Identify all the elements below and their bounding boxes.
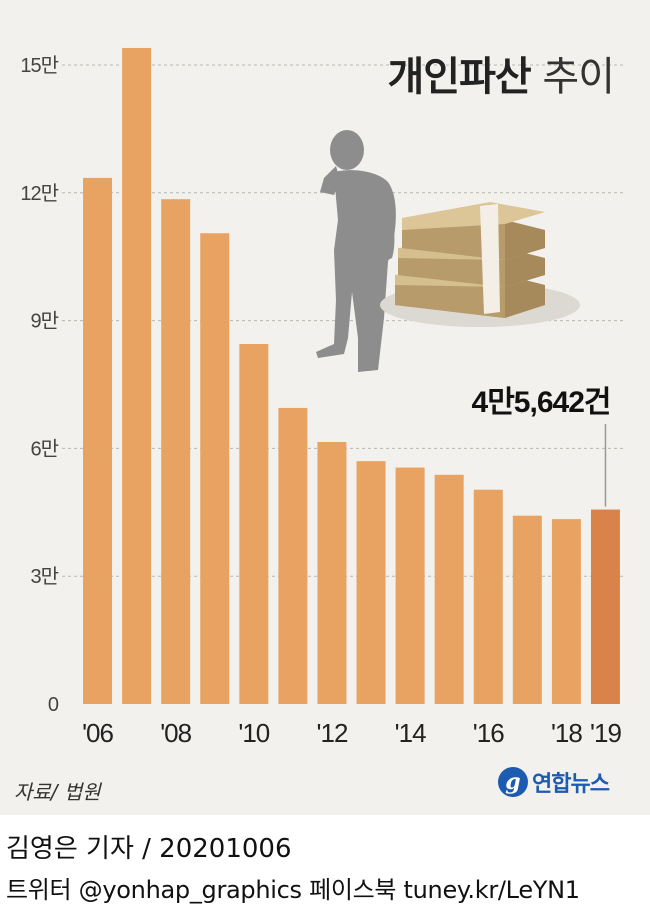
bar-2019	[590, 509, 620, 704]
bar-2010	[239, 344, 269, 704]
chart-title: 개인파산 추이	[387, 44, 615, 102]
bar-2015	[434, 474, 464, 704]
value-annotation: 4만5,642건	[472, 386, 611, 419]
x-tick-label: '19	[590, 718, 621, 748]
y-tick-label: 6만	[30, 437, 58, 460]
y-axis-ticks: 0 3만 6만 9만 12만 15만	[20, 54, 60, 716]
reporter-credit: 김영은 기자 / 20201006	[6, 834, 292, 864]
bar-2017	[512, 515, 542, 704]
bar-2013	[356, 461, 386, 704]
bar-2008	[161, 199, 191, 704]
source-note: 자료/ 법원	[14, 780, 101, 804]
x-tick-label: '08	[160, 718, 191, 748]
yonhap-logo: g 연합뉴스	[498, 766, 610, 798]
y-tick-label: 0	[48, 694, 59, 716]
yonhap-logo-text: 연합뉴스	[532, 772, 610, 797]
bar-2016	[473, 489, 503, 704]
x-tick-label: '10	[238, 718, 269, 748]
x-tick-label: '18	[551, 718, 582, 748]
bar-2006	[83, 177, 113, 704]
yonhap-logo-icon: g	[498, 767, 528, 797]
businessman-silhouette-icon	[316, 130, 396, 372]
x-tick-label: '14	[395, 718, 426, 748]
bars	[83, 47, 620, 704]
y-tick-label: 15만	[20, 54, 58, 77]
y-tick-label: 3만	[30, 565, 58, 588]
social-links: 트위터 @yonhap_graphics 페이스북 tuney.kr/LeYN1	[6, 876, 580, 904]
x-tick-label: '16	[473, 718, 504, 748]
bar-2011	[278, 407, 308, 704]
x-axis-ticks: '06 '08 '10 '12 '14 '16 '18 '19	[82, 718, 622, 748]
bar-2009	[200, 233, 230, 704]
bar-2014	[395, 467, 425, 704]
title-main: 개인파산	[387, 54, 531, 100]
x-tick-label: '06	[82, 718, 113, 748]
y-tick-label: 12만	[20, 182, 58, 205]
bar-2018	[551, 519, 581, 704]
title-sub: 추이	[542, 54, 615, 100]
bar-2012	[317, 442, 347, 704]
money-stack-icon	[380, 202, 580, 327]
x-tick-label: '12	[317, 718, 348, 748]
bar-2007	[122, 47, 152, 704]
y-tick-label: 9만	[30, 310, 58, 333]
